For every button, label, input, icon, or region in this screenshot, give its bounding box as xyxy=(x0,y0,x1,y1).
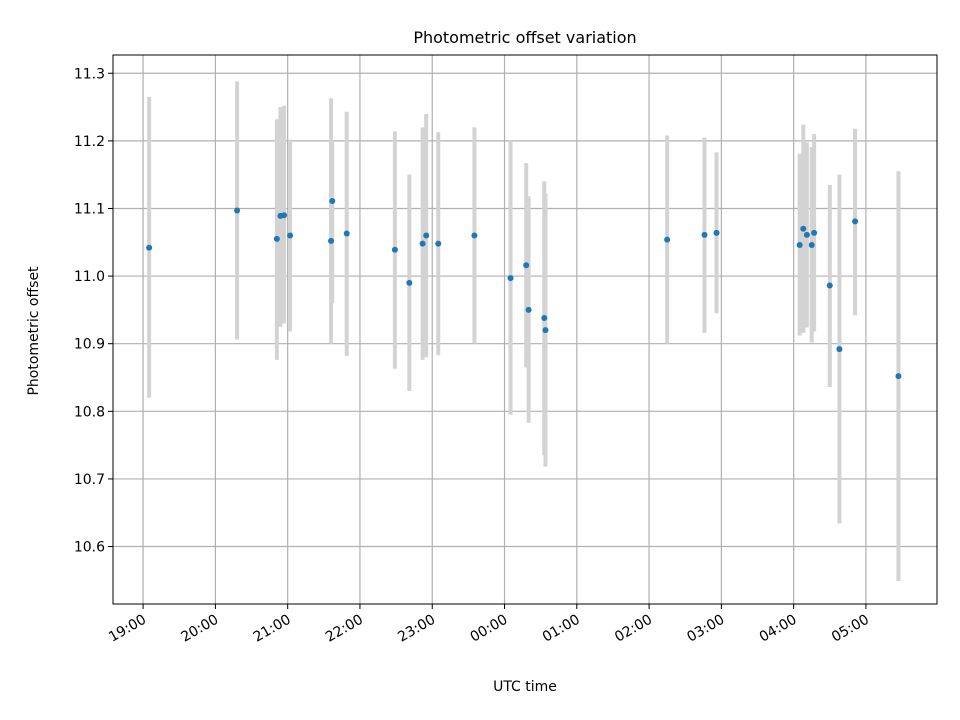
data-point xyxy=(234,207,241,214)
plot-frame xyxy=(112,54,938,605)
data-point xyxy=(803,231,810,238)
data-point xyxy=(273,235,280,242)
data-point xyxy=(836,346,843,353)
data-point xyxy=(471,232,478,239)
y-tick-label: 11.2 xyxy=(74,134,105,150)
data-point xyxy=(811,229,818,236)
data-point xyxy=(523,262,530,269)
data-point xyxy=(435,240,442,247)
data-point xyxy=(287,232,294,239)
data-point xyxy=(419,240,426,247)
data-point xyxy=(701,231,708,238)
data-point xyxy=(507,275,514,282)
data-point xyxy=(391,246,398,253)
data-point xyxy=(343,230,350,237)
y-tick-label: 10.9 xyxy=(74,337,105,353)
data-point xyxy=(664,236,671,243)
data-point xyxy=(281,212,288,219)
y-tick-label: 10.8 xyxy=(74,404,105,420)
y-tick-label: 11.1 xyxy=(74,201,105,217)
data-point xyxy=(713,229,720,236)
y-tick-label: 11.0 xyxy=(74,269,105,285)
data-point xyxy=(800,225,807,232)
y-tick-label: 10.6 xyxy=(74,540,105,556)
data-point xyxy=(423,232,430,239)
x-axis-label: UTC time xyxy=(493,679,557,695)
data-point xyxy=(808,241,815,248)
data-point xyxy=(542,327,549,334)
data-point xyxy=(541,315,548,322)
data-point xyxy=(146,244,153,251)
y-tick-label: 11.3 xyxy=(74,66,105,82)
data-point xyxy=(895,373,902,380)
data-point xyxy=(406,279,413,286)
y-axis-label: Photometric offset xyxy=(26,266,42,396)
data-point xyxy=(328,237,335,244)
chart-title: Photometric offset variation xyxy=(413,28,636,47)
data-point xyxy=(329,198,336,205)
y-axis: 10.6 10.7 10.8 10.9 11.0 11.1 11.2 11.3 xyxy=(74,66,113,556)
data-point xyxy=(826,282,833,289)
data-point xyxy=(525,306,532,313)
y-tick-label: 10.7 xyxy=(74,472,105,488)
data-point xyxy=(796,241,803,248)
data-point xyxy=(852,218,859,225)
data-points xyxy=(146,198,902,380)
